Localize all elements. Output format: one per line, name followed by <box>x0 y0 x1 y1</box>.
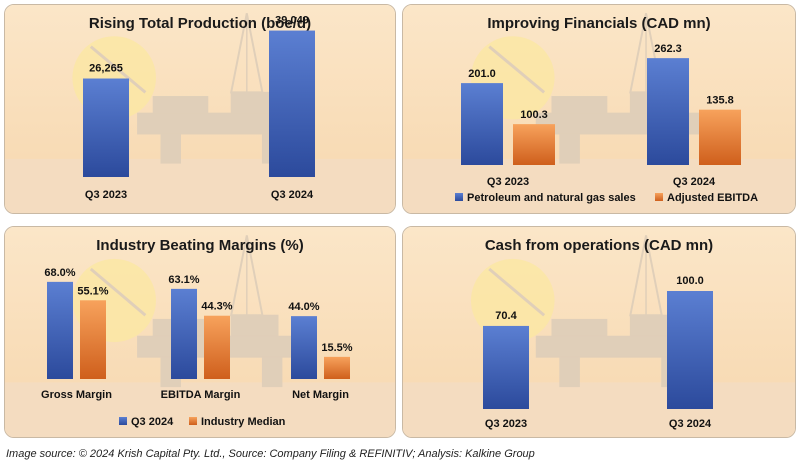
chart-title: Industry Beating Margins (%) <box>96 237 304 254</box>
category-label: Q3 2024 <box>669 418 712 430</box>
data-label: 44.0% <box>288 301 319 313</box>
bar-ebitda-q3-2024 <box>699 109 741 165</box>
bar-q3-2023 <box>483 325 529 409</box>
data-label: 55.1% <box>77 285 108 297</box>
oil-rig-background <box>5 227 395 437</box>
bar-q3-2023 <box>83 78 129 177</box>
category-label: EBITDA Margin <box>161 389 241 401</box>
legend-swatch <box>189 417 197 425</box>
panel-financials: Improving Financials (CAD mn) 201.0 100.3… <box>402 4 796 214</box>
oil-rig-background <box>403 227 795 437</box>
bar-industry-median-net-margin <box>324 356 350 379</box>
data-label: 201.0 <box>468 68 496 80</box>
bar-q3-2024 <box>667 291 713 409</box>
chart-margins: 68.0%55.1% Gross Margin 63.1% 44.3% EBITDA M… <box>41 267 353 428</box>
data-label: 135.8 <box>706 95 734 107</box>
legend-swatch <box>655 193 663 201</box>
bar-q3-2024 <box>269 30 315 177</box>
chart-title: Improving Financials (CAD mn) <box>487 15 711 32</box>
bar-sales-q3-2024 <box>647 58 689 165</box>
data-label: 26,265 <box>89 63 123 75</box>
legend-label: Petroleum and natural gas sales <box>467 192 636 204</box>
oil-rig-background <box>403 5 795 213</box>
chart-cash: 70.4 Q3 2023 100.0 Q3 2024 <box>483 275 713 430</box>
legend-swatch <box>455 193 463 201</box>
category-label: Q3 2024 <box>673 176 716 188</box>
category-label: Net Margin <box>292 389 349 401</box>
legend-label: Q3 2024 <box>131 416 174 428</box>
bar-sales-q3-2023 <box>461 83 503 165</box>
image-source-note: Image source: © 2024 Krish Capital Pty. … <box>6 448 535 460</box>
bar-industry-median-gross-margin <box>80 300 106 379</box>
data-label: 63.1% <box>168 274 199 286</box>
legend-label: Adjusted EBITDA <box>667 192 758 204</box>
bar-q3-2024-gross-margin <box>47 281 73 379</box>
category-label: Gross Margin <box>41 389 112 401</box>
legend-swatch <box>119 417 127 425</box>
data-label: 262.3 <box>654 43 682 55</box>
chart-financials: 201.0 100.3 Q3 2023 262.3 135.8 Q3 2024 Petrol… <box>455 43 758 204</box>
panel-production: Rising Total Production (boe/d) 26,265 Q3… <box>4 4 396 214</box>
category-label: Q3 2024 <box>271 189 314 201</box>
chart-title: Cash from operations (CAD mn) <box>484 237 714 254</box>
data-label: 100.0 <box>676 275 704 287</box>
oil-rig-background <box>5 5 395 213</box>
data-label: 15.5% <box>321 342 352 354</box>
chart-production: 26,265 Q3 2023 39,049 Q3 2024 <box>83 15 315 201</box>
bar-q3-2024-net-margin <box>291 316 317 379</box>
data-label: 70.4 <box>495 310 517 322</box>
category-label: Q3 2023 <box>485 418 527 430</box>
chart-title: Rising Total Production (boe/d) <box>88 15 312 32</box>
bar-q3-2024-ebitda-margin <box>171 288 197 379</box>
data-label: 100.3 <box>520 109 548 121</box>
data-label: 68.0% <box>44 267 75 279</box>
bar-industry-median-ebitda-margin <box>204 315 230 379</box>
data-label: 39,049 <box>275 15 309 27</box>
data-label: 44.3% <box>201 301 232 313</box>
panel-margins: Industry Beating Margins (%) 68.0% 55.1% G… <box>4 226 396 438</box>
bar-ebitda-q3-2023 <box>513 124 555 165</box>
category-label: Q3 2023 <box>85 189 127 201</box>
category-label: Q3 2023 <box>487 176 529 188</box>
legend-label: Industry Median <box>201 416 286 428</box>
panel-cash: Cash from operations (CAD mn) 70.4 Q3 202… <box>402 226 796 438</box>
